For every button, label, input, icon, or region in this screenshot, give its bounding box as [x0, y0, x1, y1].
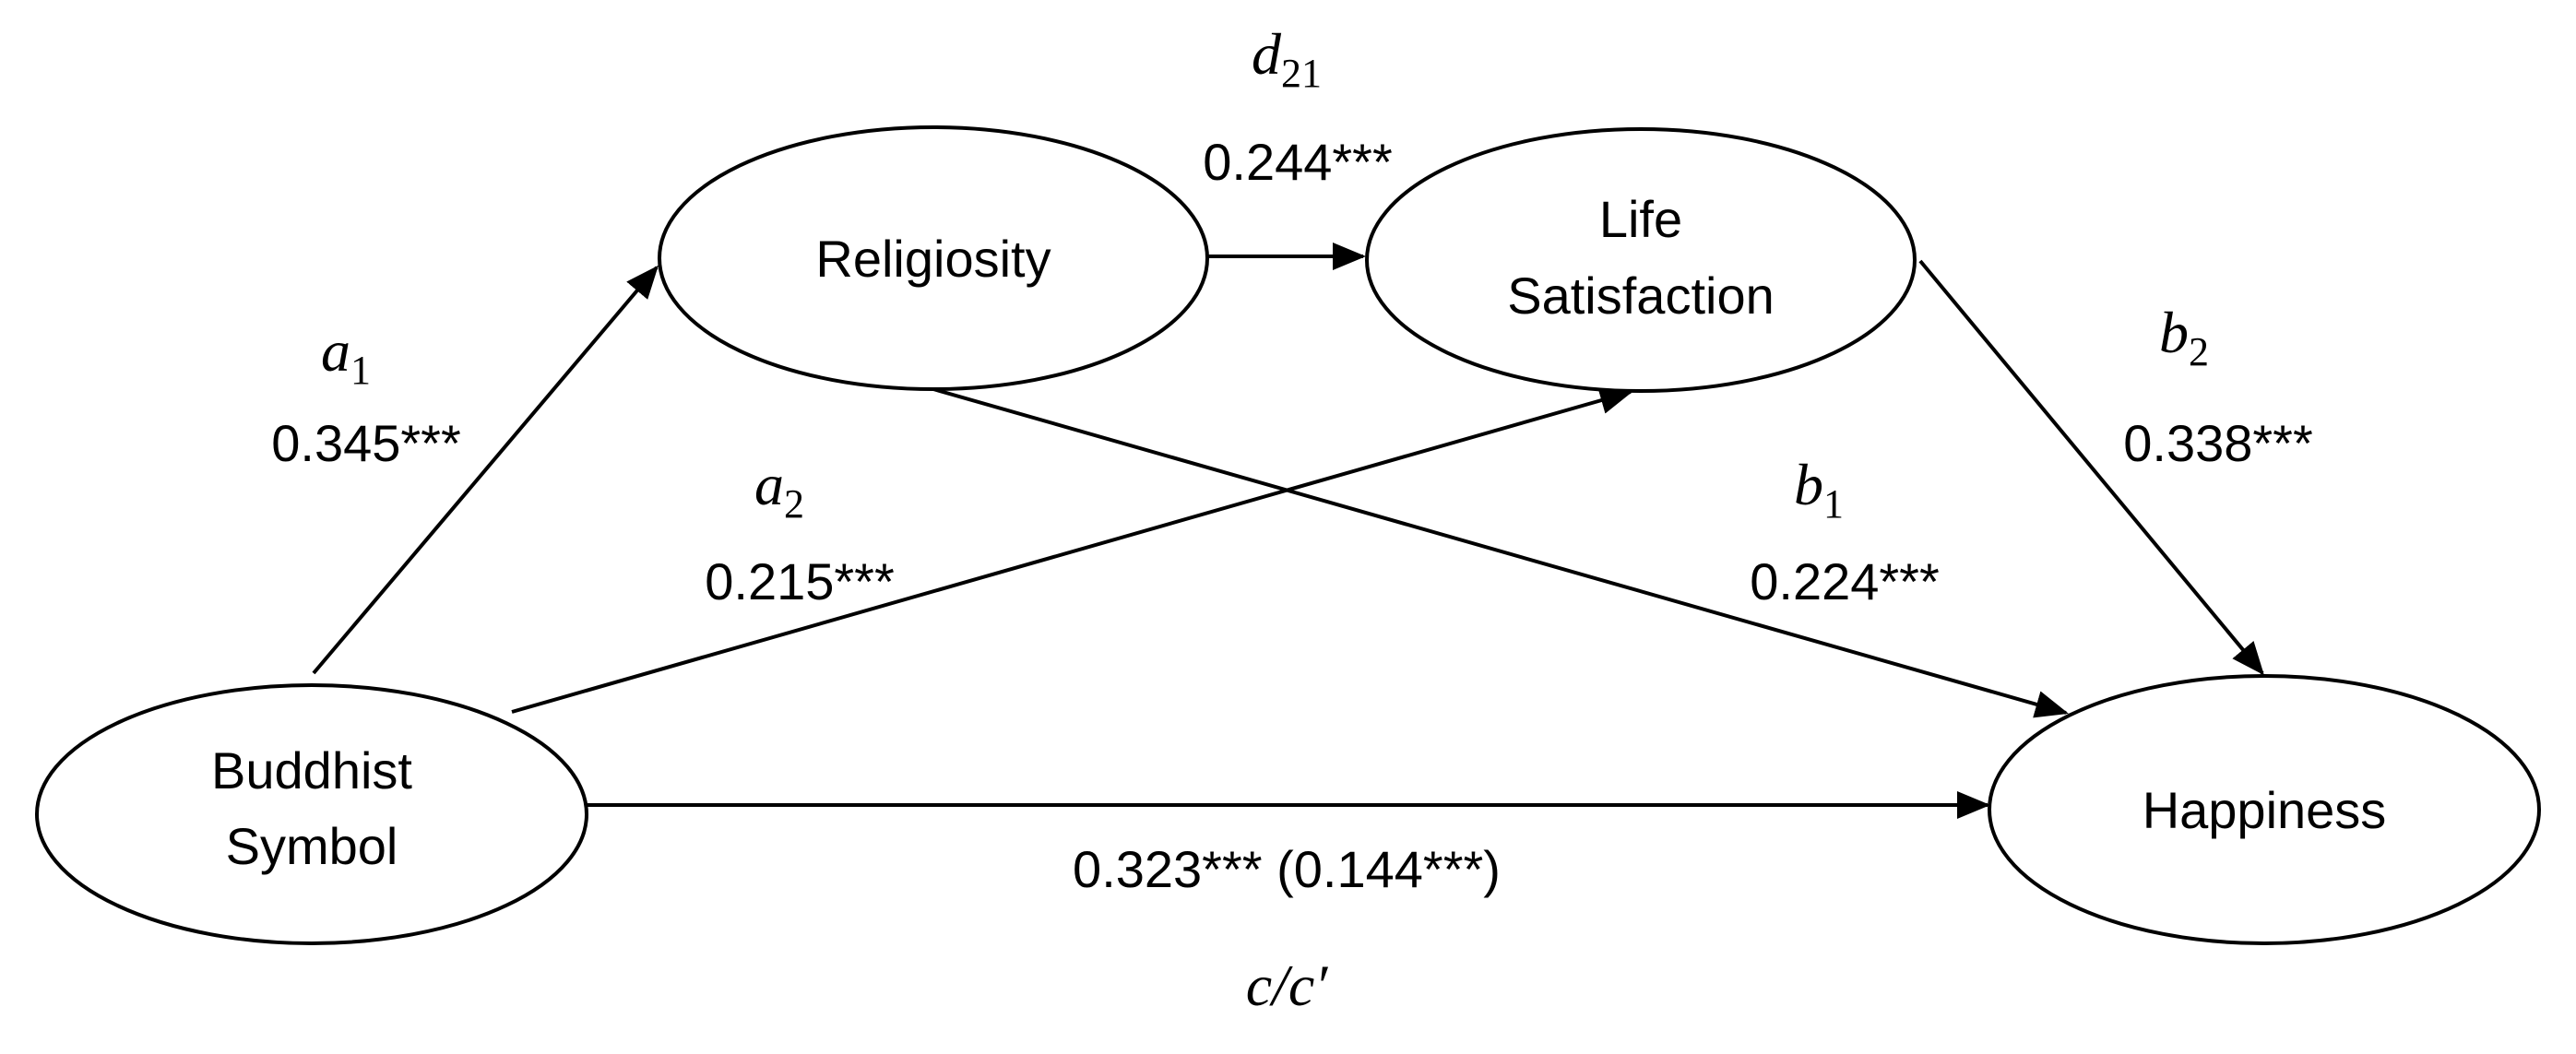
path-a1-label: a1 0.345***: [271, 318, 461, 472]
path-a2-arrow: [511, 386, 1633, 714]
path-c-label: 0.323*** (0.144***) c/c′: [1073, 840, 1501, 1018]
node-life-satisfaction-line2: Satisfaction: [1507, 266, 1775, 325]
node-buddhist-symbol-line1: Buddhist: [211, 741, 412, 799]
path-b2-coefficient: 0.338***: [2123, 414, 2313, 472]
path-c-symbol: c/c′: [1246, 953, 1329, 1018]
path-a1-symbol: a1: [321, 318, 371, 393]
path-d21-coefficient: 0.244***: [1203, 133, 1393, 191]
node-religiosity: Religiosity: [658, 125, 1209, 391]
path-a1-arrow: [312, 265, 659, 675]
node-life-satisfaction: Life Satisfaction: [1365, 127, 1917, 393]
path-a2-label: a2 0.215***: [705, 452, 895, 610]
node-happiness: Happiness: [1988, 674, 2541, 945]
node-religiosity-label: Religiosity: [815, 230, 1051, 288]
path-b2-arrow: [1918, 259, 2264, 676]
path-b1-label: b1 0.224***: [1750, 452, 1940, 610]
path-a2-coefficient: 0.215***: [705, 552, 895, 610]
path-d21-symbol: d21: [1252, 21, 1322, 96]
path-b1-arrow: [932, 387, 2069, 718]
path-a2-symbol: a2: [754, 452, 804, 527]
node-buddhist-symbol: Buddhist Symbol: [35, 683, 588, 945]
path-a1-coefficient: 0.345***: [271, 414, 461, 472]
node-buddhist-symbol-line2: Symbol: [226, 817, 398, 875]
node-happiness-label: Happiness: [2143, 781, 2387, 839]
path-d21-label: d21 0.244***: [1203, 21, 1393, 191]
path-b1-coefficient: 0.224***: [1750, 552, 1940, 610]
path-b1-symbol: b1: [1794, 452, 1844, 527]
node-life-satisfaction-line1: Life: [1599, 190, 1682, 248]
path-c-coefficient: 0.323*** (0.144***): [1073, 840, 1501, 898]
path-b2-symbol: b2: [2159, 300, 2209, 374]
path-b2-label: b2 0.338***: [2123, 300, 2313, 472]
